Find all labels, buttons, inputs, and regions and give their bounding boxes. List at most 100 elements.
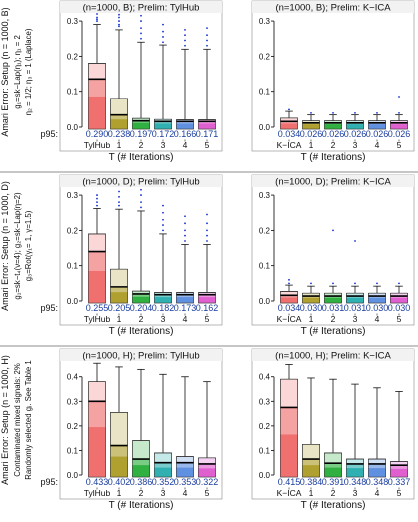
row-side-label: g₁=sk−Lap(η₁); η₁ = 2 — [13, 35, 22, 109]
x-tick-label: 3 — [161, 488, 166, 498]
p95-value: 0.204 — [130, 303, 153, 313]
p95-value: 0.026 — [366, 129, 389, 139]
title-strip — [252, 349, 414, 361]
box-outlier — [118, 13, 120, 16]
box-outlier — [140, 32, 142, 35]
row-side-label: Amari Error: Setup (n = 1000, H) — [0, 355, 10, 485]
x-axis-label: T (# Iterations) — [109, 500, 174, 511]
box-outlier — [332, 229, 334, 232]
x-tick-label: 2 — [331, 314, 336, 324]
chart-panel: (n=1000, B); Prelim: K−ICA 0.0 0.1 0.2 0.3 0.… — [251, 0, 415, 163]
p95-value: 0.172 — [152, 129, 175, 139]
x-tick-label: 4 — [375, 140, 380, 150]
box-outlier — [118, 204, 120, 207]
y-tick-label: 0.3 — [67, 17, 79, 26]
x-tick-label: 1 — [309, 488, 314, 498]
x-tick-label: 2 — [139, 140, 144, 150]
x-tick-label: 2 — [331, 140, 336, 150]
p95-value: 0.026 — [388, 129, 411, 139]
box-lower — [198, 468, 216, 477]
box-lower — [154, 297, 172, 303]
x-tick-label: 4 — [183, 140, 188, 150]
box-outlier — [140, 27, 142, 30]
y-tick-label: 0.2 — [67, 226, 79, 235]
box-lower — [110, 119, 128, 129]
box-lower — [302, 465, 320, 477]
p95-value: 0.171 — [196, 129, 219, 139]
row-side-label: g₃=Rot(γ₁= 1, γ=1.5) — [24, 210, 33, 281]
p95-value: 0.255 — [86, 303, 109, 313]
box-outline — [110, 268, 128, 304]
y-tick-label: 0.2 — [259, 52, 271, 61]
box-outlier — [184, 34, 186, 37]
box-lower — [368, 468, 386, 477]
y-tick-label: 0.2 — [67, 52, 79, 61]
box-outline — [390, 292, 408, 304]
row-side-label: Randomly selected gᵢ. See Table 1 — [24, 360, 33, 479]
box-outline — [280, 291, 298, 304]
y-tick-label: 0.3 — [67, 397, 79, 406]
x-tick-label: 2 — [139, 314, 144, 324]
box-lower — [132, 122, 150, 129]
box-lower — [88, 427, 106, 477]
x-tick-label: 2 — [139, 488, 144, 498]
x-tick-label: 4 — [183, 488, 188, 498]
y-tick-label: 0.1 — [259, 446, 271, 455]
p95-value: 0.348 — [344, 477, 367, 487]
chart-panel: (n=1000, D); Prelim: TylHub 0.0 0.1 0.2 0.3 0… — [40, 174, 223, 337]
chart-title: (n=1000, H); Prelim: K−ICA — [275, 351, 391, 362]
x-tick-label: 5 — [397, 140, 402, 150]
box-outline — [132, 117, 150, 130]
p95-value: 0.173 — [174, 303, 197, 313]
box-outline — [390, 120, 408, 130]
box-outlier — [118, 20, 120, 22]
box-outlier — [184, 215, 186, 218]
box-outlier — [162, 218, 164, 221]
p95-value: 0.238 — [108, 129, 131, 139]
box-outline — [88, 233, 106, 304]
box-lower — [324, 297, 342, 303]
row-side-label: Amari Error: Setup (n = 1000, D) — [0, 181, 10, 311]
box-lower — [390, 297, 408, 303]
box-outline — [346, 120, 364, 130]
box-lower — [198, 297, 216, 303]
p95-value: 0.197 — [130, 129, 153, 139]
box-lower — [368, 297, 386, 303]
box-outlier — [206, 229, 208, 232]
x-tick-label: TylHub — [84, 140, 111, 150]
box-outline — [198, 457, 216, 478]
p95-label: p95: — [40, 303, 58, 313]
box-outlier — [288, 278, 290, 281]
box-outlier — [118, 23, 120, 26]
x-tick-label: 3 — [161, 314, 166, 324]
x-tick-label: 5 — [205, 488, 210, 498]
p95-value: 0.415 — [278, 477, 301, 487]
box-outlier — [310, 111, 312, 114]
box-outlier — [206, 39, 208, 42]
y-tick-label: 0.1 — [259, 88, 271, 97]
box-lower — [368, 124, 386, 129]
x-tick-label: 5 — [205, 314, 210, 324]
y-tick-label: 0.1 — [67, 446, 79, 455]
x-tick-label: 3 — [353, 488, 358, 498]
y-tick-label: 0.2 — [67, 422, 79, 431]
box-outline — [154, 118, 172, 130]
box-outlier — [96, 194, 98, 196]
x-tick-label: K−ICA — [277, 314, 302, 324]
box-outlier — [140, 206, 142, 209]
box-lower — [346, 124, 364, 129]
x-axis-label: T (# Iterations) — [301, 500, 366, 511]
box-outlier — [96, 204, 98, 207]
chart-title: (n=1000, B); Prelim: K−ICA — [275, 3, 391, 14]
box-outlier — [376, 282, 378, 285]
box-outlier — [206, 27, 208, 30]
p95-value: 0.433 — [86, 477, 109, 487]
box-lower — [346, 468, 364, 477]
box-outlier — [140, 194, 142, 196]
box-outlier — [332, 111, 334, 114]
p95-value: 0.162 — [196, 303, 219, 313]
box-lower — [110, 292, 128, 303]
title-strip — [60, 1, 222, 13]
y-tick-label: 0.2 — [259, 422, 271, 431]
box-lower — [390, 468, 408, 477]
